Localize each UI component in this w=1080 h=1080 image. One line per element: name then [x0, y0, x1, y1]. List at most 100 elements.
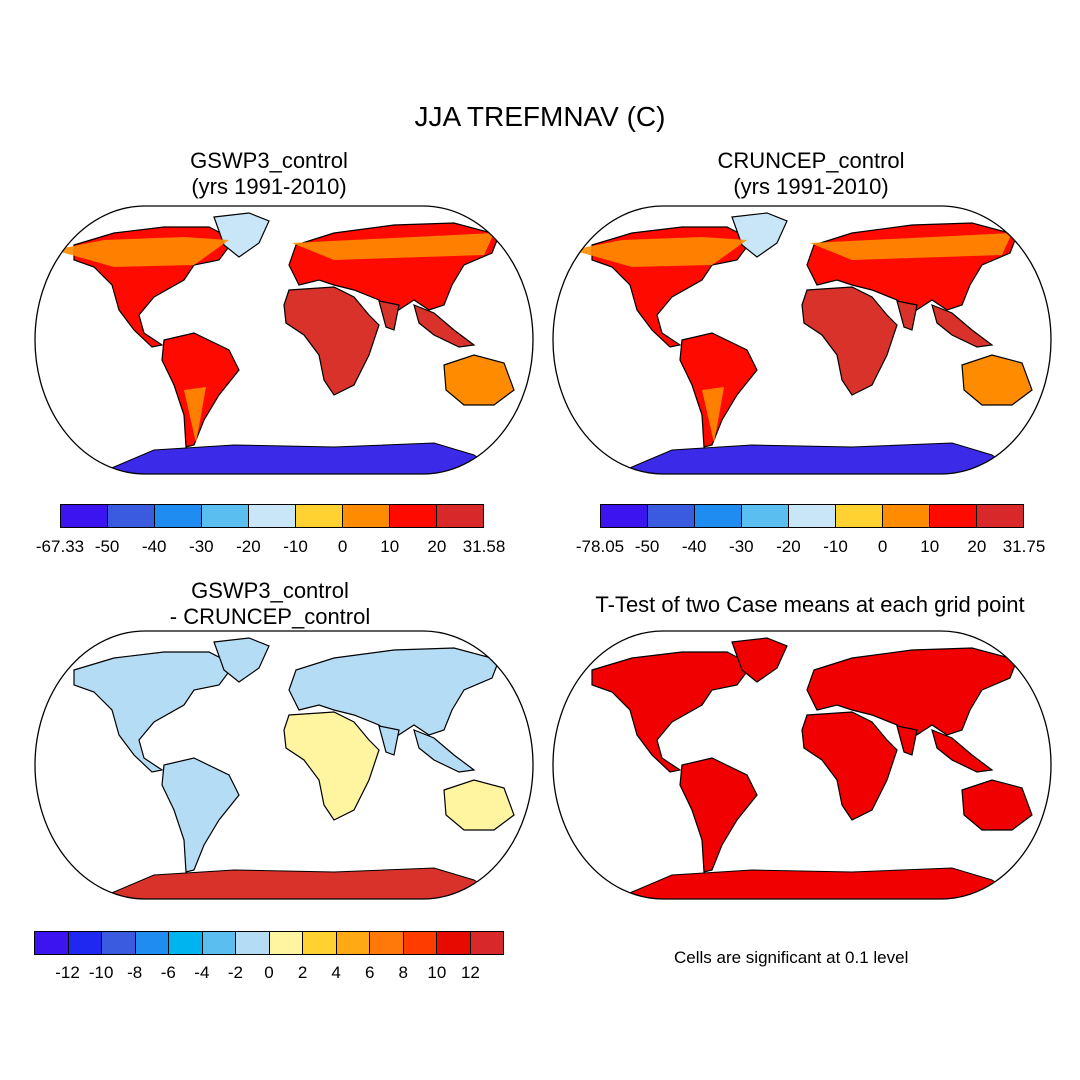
colorbar-swatch [977, 505, 1023, 527]
colorbar-swatch [370, 932, 404, 954]
colorbar-swatch [789, 505, 836, 527]
landmass-eurasia [806, 647, 1018, 739]
colorbar-swatch [930, 505, 977, 527]
colorbar-difference [34, 931, 504, 955]
map-frame [34, 630, 534, 900]
landmass-greenland [213, 212, 270, 258]
landmass-samerica [679, 757, 758, 873]
map-gswp3-control [34, 205, 534, 475]
colorbar-swatch [695, 505, 742, 527]
colorbar-swatch [135, 932, 169, 954]
colorbar-cruncep-labels: -78.05 -50 -40 -30 -20 -10 0 10 20 31.75 [576, 537, 1045, 559]
landmass-australia [961, 354, 1033, 406]
figure-title: JJA TREFMNAV (C) [414, 101, 666, 132]
colorbar-tick-label: -8 [127, 963, 143, 982]
colorbar-tick-label: -50 [634, 537, 660, 556]
colorbar-tick-label: 0 [877, 537, 888, 556]
landmass-australia [443, 779, 515, 831]
colorbar-gswp3-labels: -67.33 -50 -40 -30 -20 -10 0 10 20 31.58 [36, 537, 505, 559]
map-difference [34, 630, 534, 900]
landmass-eurasia [288, 647, 500, 739]
landmass-india [378, 725, 400, 756]
landmass-seasia [413, 303, 476, 348]
map-frame [552, 205, 1052, 475]
colorbar-tick-label: -67.33 [35, 537, 85, 556]
landmass-greenland [731, 212, 788, 258]
colorbar-swatch [236, 932, 270, 954]
colorbar-cruncep [600, 504, 1024, 528]
colorbar-tick-label: -40 [681, 537, 707, 556]
landmass-seasia [413, 728, 476, 773]
landmass-namerica [73, 651, 235, 773]
colorbar-swatch [169, 932, 203, 954]
colorbar-swatch [883, 505, 930, 527]
colorbar-swatch [403, 932, 437, 954]
colorbar-swatch [269, 932, 303, 954]
colorbar-tick-label: 10 [920, 537, 940, 556]
landmass-india [896, 725, 918, 756]
panel-title-difference: GSWP3_control - CRUNCEP_control [169, 578, 371, 629]
map-ttest-significance [552, 630, 1052, 900]
colorbar-swatch [303, 932, 337, 954]
colorbar-tick-label: -12 [55, 963, 80, 982]
colorbar-tick-label: 2 [297, 963, 308, 982]
colorbar-tick-label: 0 [337, 537, 348, 556]
colorbar-swatch [249, 505, 296, 527]
landmass-seasia [931, 728, 994, 773]
cool-region-eurasia-north [810, 233, 1012, 260]
colorbar-tick-label: -78.05 [575, 537, 625, 556]
panel-title-ttest: T-Test of two Case means at each grid po… [595, 592, 1025, 617]
landmass-india [896, 300, 918, 331]
colorbar-swatch [648, 505, 695, 527]
landmass-australia [443, 354, 515, 406]
cool-region-namerica-north [54, 237, 229, 267]
landmass-samerica [161, 757, 240, 873]
landmass-africa [283, 711, 380, 821]
colorbar-swatch [601, 505, 648, 527]
colorbar-gswp3 [60, 504, 484, 528]
colorbar-tick-label: 31.75 [1002, 537, 1046, 556]
panel-title-gswp3: GSWP3_control (yrs 1991-2010) [190, 148, 348, 199]
colorbar-tick-label: -10 [88, 963, 114, 982]
colorbar-swatch [102, 932, 136, 954]
colorbar-swatch [336, 932, 370, 954]
colorbar-swatch [108, 505, 155, 527]
colorbar-difference-labels: -12 -10 -8 -6 -4 -2 0 2 4 6 8 10 12 [34, 963, 504, 985]
colorbar-swatch [742, 505, 789, 527]
landmass-greenland [213, 637, 270, 683]
colorbar-tick-label: 10 [427, 963, 447, 982]
cool-region-samerica-south [702, 387, 724, 443]
cool-region-samerica-south [184, 387, 206, 443]
colorbar-swatch [35, 932, 69, 954]
colorbar-swatch [202, 505, 249, 527]
significance-note: Cells are significant at 0.1 level [674, 948, 909, 967]
colorbar-swatch [437, 505, 483, 527]
colorbar-tick-label: 20 [427, 537, 447, 556]
colorbar-tick-label: 10 [380, 537, 400, 556]
colorbar-tick-label: -30 [189, 537, 214, 556]
landmass-africa [801, 286, 898, 396]
landmass-africa [283, 286, 380, 396]
colorbar-tick-label: -4 [194, 963, 210, 982]
colorbar-swatch [68, 932, 102, 954]
colorbar-swatch [343, 505, 390, 527]
colorbar-swatch [61, 505, 108, 527]
colorbar-tick-label: 4 [331, 963, 341, 982]
colorbar-swatch [155, 505, 202, 527]
colorbar-tick-label: 8 [398, 963, 409, 982]
map-frame [34, 205, 534, 475]
colorbar-tick-label: -2 [227, 963, 243, 982]
colorbar-tick-label: 0 [264, 963, 274, 982]
landmass-india [378, 300, 400, 331]
landmass-australia [961, 779, 1033, 831]
landmass-namerica [591, 651, 753, 773]
colorbar-swatch [296, 505, 343, 527]
landmass-africa [801, 711, 898, 821]
colorbar-tick-label: 31.58 [462, 537, 506, 556]
colorbar-tick-label: -10 [283, 537, 308, 556]
landmass-antarctica [93, 442, 506, 474]
colorbar-tick-label: -20 [776, 537, 801, 556]
colorbar-tick-label: -40 [141, 537, 167, 556]
landmass-antarctica [611, 867, 1024, 899]
colorbar-tick-label: 6 [364, 963, 375, 982]
